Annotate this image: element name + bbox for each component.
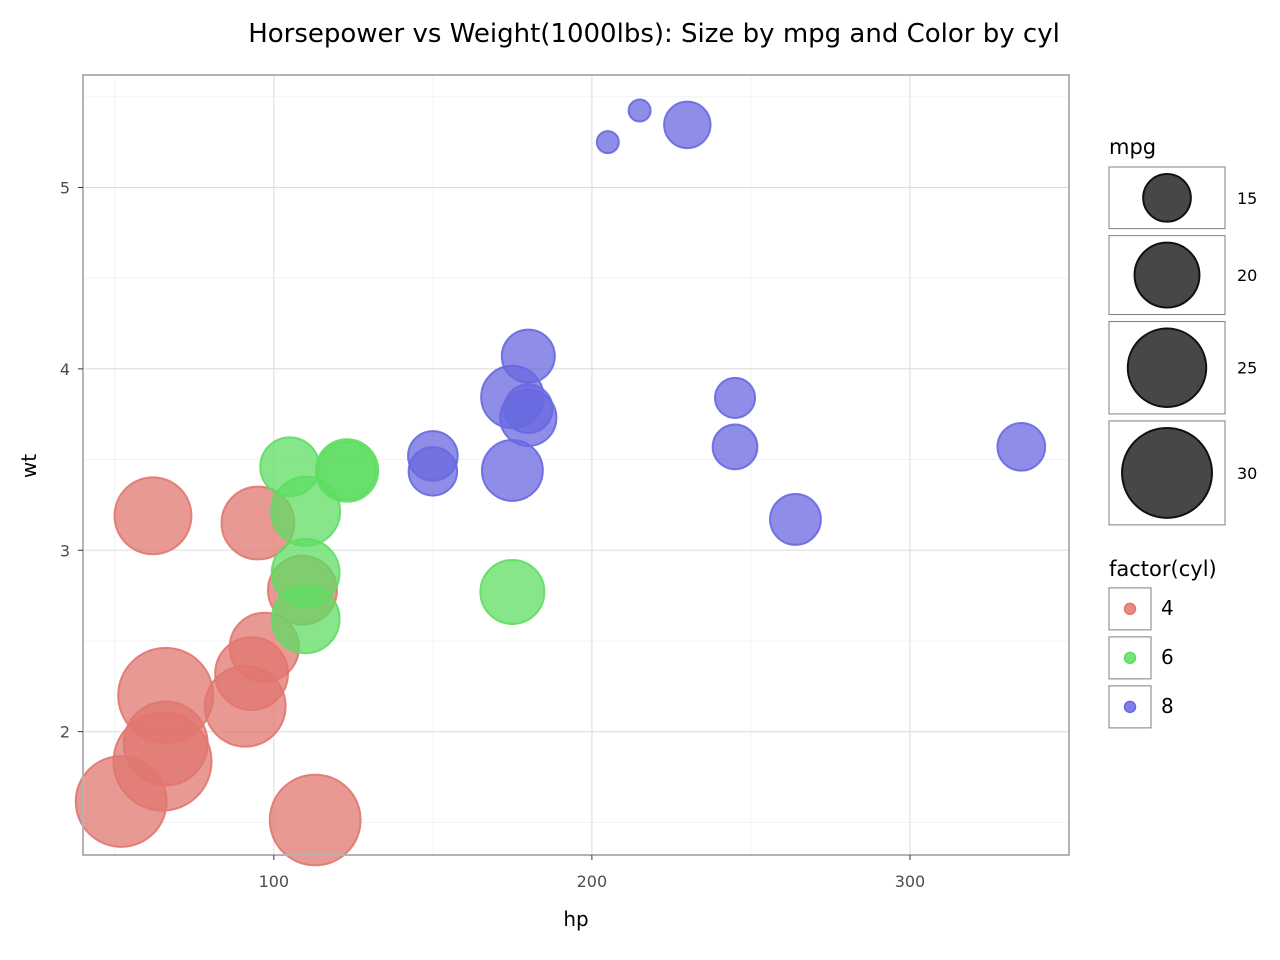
x-axis-title: hp bbox=[563, 907, 588, 931]
chart-title: Horsepower vs Weight(1000lbs): Size by m… bbox=[248, 19, 1060, 49]
cyl-legend-key-dot bbox=[1123, 602, 1137, 616]
axis-ticks: 100 200 300 2 3 4 5 bbox=[60, 178, 925, 891]
data-point-cyl-8 bbox=[713, 376, 757, 419]
y-tick-label: 2 bbox=[60, 723, 70, 742]
data-point-cyl-8 bbox=[480, 364, 545, 430]
data-point-cyl-6 bbox=[270, 538, 341, 608]
cyl-legend-title: factor(cyl) bbox=[1109, 557, 1217, 581]
cyl-legend-key-dot bbox=[1123, 700, 1137, 714]
mpg-legend-label: 20 bbox=[1237, 266, 1257, 285]
cyl-legend-key-dot bbox=[1123, 651, 1137, 665]
data-point-cyl-8 bbox=[407, 446, 459, 497]
mpg-legend-key-circle bbox=[1142, 173, 1192, 223]
data-point-cyl-6 bbox=[259, 436, 321, 498]
data-point-cyl-8 bbox=[769, 493, 822, 546]
mpg-legend-key-circle bbox=[1133, 241, 1201, 309]
data-points bbox=[74, 98, 1047, 867]
mpg-legend-label: 15 bbox=[1237, 189, 1257, 208]
data-point-cyl-4 bbox=[122, 700, 209, 787]
data-point-cyl-8 bbox=[711, 423, 759, 471]
x-tick-label: 300 bbox=[895, 872, 926, 891]
mpg-legend-label: 30 bbox=[1237, 464, 1257, 483]
mpg-legend-title: mpg bbox=[1109, 135, 1156, 159]
y-tick-label: 4 bbox=[60, 360, 70, 379]
mpg-legend-key-circle bbox=[1126, 327, 1208, 408]
y-tick-label: 3 bbox=[60, 541, 70, 560]
data-point-cyl-6 bbox=[317, 440, 377, 501]
cyl-color-legend: factor(cyl) 4 6 8 bbox=[1108, 557, 1217, 729]
data-point-cyl-6 bbox=[479, 558, 546, 625]
x-tick-label: 100 bbox=[259, 872, 290, 891]
data-point-cyl-4 bbox=[113, 476, 193, 556]
mpg-legend-label: 25 bbox=[1237, 359, 1257, 378]
data-point-cyl-4 bbox=[268, 773, 362, 867]
data-point-cyl-8 bbox=[627, 98, 652, 123]
data-point-cyl-4 bbox=[203, 664, 287, 748]
cyl-legend-label: 4 bbox=[1161, 596, 1174, 620]
mpg-legend-key-circle bbox=[1121, 426, 1213, 519]
cyl-legend-label: 8 bbox=[1161, 694, 1174, 718]
data-point-cyl-8 bbox=[595, 130, 620, 155]
data-point-cyl-8 bbox=[663, 100, 712, 150]
data-point-cyl-8 bbox=[996, 422, 1047, 472]
y-axis-title: wt bbox=[17, 454, 41, 478]
y-tick-label: 5 bbox=[60, 178, 70, 197]
mpg-size-legend: mpg 15 20 25 30 bbox=[1108, 135, 1257, 526]
cyl-legend-label: 6 bbox=[1161, 645, 1174, 669]
plot-panel-border bbox=[82, 74, 1070, 856]
x-tick-label: 200 bbox=[577, 872, 608, 891]
data-point-cyl-8 bbox=[480, 439, 544, 502]
